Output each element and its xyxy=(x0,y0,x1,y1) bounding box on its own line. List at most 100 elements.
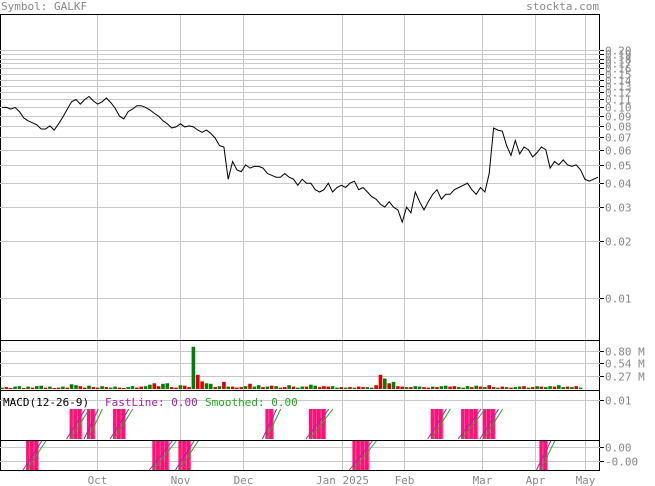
volume-tick-label: 0.80 M xyxy=(605,346,645,359)
volume-bar xyxy=(578,387,583,389)
volume-bar xyxy=(378,374,383,389)
volume-bar xyxy=(182,385,187,389)
price-tick-label: 0.13 xyxy=(605,81,632,94)
volume-bar xyxy=(474,385,478,389)
macd-fastline-segment xyxy=(261,408,278,440)
volume-bar xyxy=(478,386,483,389)
site-label: stockta.com xyxy=(526,0,599,13)
price-tick-label: 0.07 xyxy=(605,132,632,145)
volume-grid xyxy=(0,351,600,377)
macd-fastline-segment xyxy=(305,408,330,440)
volume-bar xyxy=(113,386,117,389)
x-axis-labels: Oct Nov Dec Jan 2025 Feb Mar Apr May xyxy=(88,474,596,486)
price-tick-label: 0.04 xyxy=(605,178,632,191)
month-label: May xyxy=(576,474,596,486)
volume-bar xyxy=(522,386,526,389)
volume-bar xyxy=(348,387,352,389)
volume-bar xyxy=(309,384,313,389)
volume-bar xyxy=(74,385,78,389)
price-tick-label: 0.16 xyxy=(605,63,632,76)
volume-bar xyxy=(109,387,113,389)
volume-bar xyxy=(391,381,396,389)
volume-bar xyxy=(56,387,61,389)
volume-bar xyxy=(8,388,13,389)
price-tick-label: 0.11 xyxy=(605,94,632,107)
price-tick-label: 0.10 xyxy=(605,102,632,115)
macd-bars xyxy=(26,409,548,470)
volume-bar xyxy=(396,386,400,389)
volume-bar xyxy=(204,383,209,389)
volume-bar xyxy=(287,385,291,389)
volume-bar xyxy=(317,387,322,389)
volume-bar xyxy=(174,387,178,389)
volume-bar xyxy=(322,386,326,389)
volume-panel xyxy=(0,340,600,391)
macd-fastline-segment xyxy=(148,440,173,471)
volume-bar xyxy=(300,386,304,389)
price-axis-labels: 0.200.190.180.170.160.150.140.130.120.11… xyxy=(600,45,632,306)
volume-bar xyxy=(43,387,48,389)
volume-bar xyxy=(69,384,74,389)
macd-fastline-segment xyxy=(109,408,130,440)
macd-fastline-segment xyxy=(22,440,43,471)
volume-bar xyxy=(400,386,404,389)
macd-smoothed-segment xyxy=(70,408,90,440)
macd-tick-label: 0.01 xyxy=(605,395,632,408)
volume-bar xyxy=(100,386,104,389)
macd-fastline-label: FastLine: 0.00 xyxy=(105,396,198,409)
volume-bar xyxy=(387,383,391,389)
price-grid xyxy=(0,50,600,299)
macd-smoothed-segment xyxy=(309,408,334,440)
volume-bar xyxy=(452,386,457,389)
volume-bar xyxy=(39,385,43,389)
volume-bar xyxy=(248,383,252,389)
volume-bar xyxy=(165,383,170,389)
month-label: Feb xyxy=(395,474,415,486)
volume-bar xyxy=(230,386,235,389)
volume-bar xyxy=(252,386,257,389)
price-tick-label: 0.05 xyxy=(605,160,632,173)
volume-bar xyxy=(496,387,500,389)
macd-fastline-segment xyxy=(66,408,86,440)
volume-bar xyxy=(196,374,200,389)
macd-smoothed-segment xyxy=(539,440,556,471)
volume-bar xyxy=(535,386,539,389)
volume-bar xyxy=(343,387,348,389)
volume-bar xyxy=(504,387,509,389)
volume-bar xyxy=(565,386,570,389)
volume-bar xyxy=(278,387,283,389)
price-tick-label: 0.08 xyxy=(605,121,632,134)
volume-bar xyxy=(4,387,9,389)
volume-bar xyxy=(91,387,96,389)
macd-signal-lines xyxy=(22,408,556,471)
volume-bar xyxy=(152,383,157,389)
volume-bar xyxy=(457,387,461,389)
volume-bar xyxy=(448,386,452,389)
macd-smoothed-segment xyxy=(461,408,486,440)
price-tick-label: 0.15 xyxy=(605,69,632,82)
price-tick-label: 0.12 xyxy=(605,87,632,100)
macd-fastline-segment xyxy=(457,408,482,440)
macd-smoothed-segment xyxy=(152,440,177,471)
macd-fastline-segment xyxy=(174,440,195,471)
volume-bar xyxy=(465,386,470,389)
volume-bar xyxy=(104,387,109,389)
volume-bar xyxy=(352,387,357,389)
volume-bar xyxy=(161,383,165,389)
volume-bar xyxy=(130,386,135,389)
volume-tick-label: 0.27 M xyxy=(605,371,645,384)
price-tick-label: 0.17 xyxy=(605,58,632,71)
volume-bar xyxy=(239,387,244,389)
macd-fastline-segment xyxy=(479,408,500,440)
volume-bar xyxy=(95,387,100,389)
volume-bar xyxy=(483,387,487,389)
volume-bar xyxy=(0,387,4,389)
volume-bar xyxy=(439,386,444,389)
volume-bar xyxy=(256,385,261,389)
volume-bar xyxy=(509,387,513,389)
volume-bar xyxy=(557,385,561,389)
volume-bar xyxy=(530,387,535,389)
volume-bar xyxy=(539,386,544,389)
volume-bar xyxy=(304,386,309,389)
volume-bar xyxy=(148,384,152,389)
